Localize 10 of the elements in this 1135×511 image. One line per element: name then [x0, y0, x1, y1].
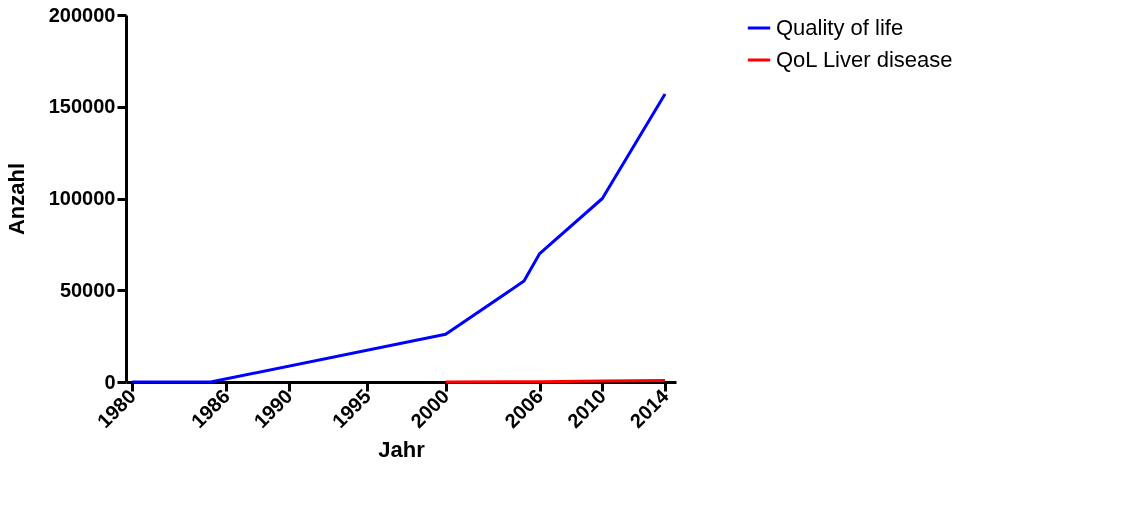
y-tick-label: 100000: [48, 187, 116, 209]
y-tick-label: 0: [104, 370, 116, 393]
y-axis-title: Anzahl: [3, 162, 29, 236]
y-tick-label: 150000: [48, 95, 116, 118]
legend-label: Quality of life: [776, 15, 904, 40]
y-tick-label: 50000: [59, 278, 116, 301]
legend-label: QoL Liver disease: [776, 47, 953, 72]
x-axis-title: Jahr: [378, 437, 426, 463]
line-series: [130, 92, 667, 384]
y-tick-label: 200000: [48, 3, 116, 26]
